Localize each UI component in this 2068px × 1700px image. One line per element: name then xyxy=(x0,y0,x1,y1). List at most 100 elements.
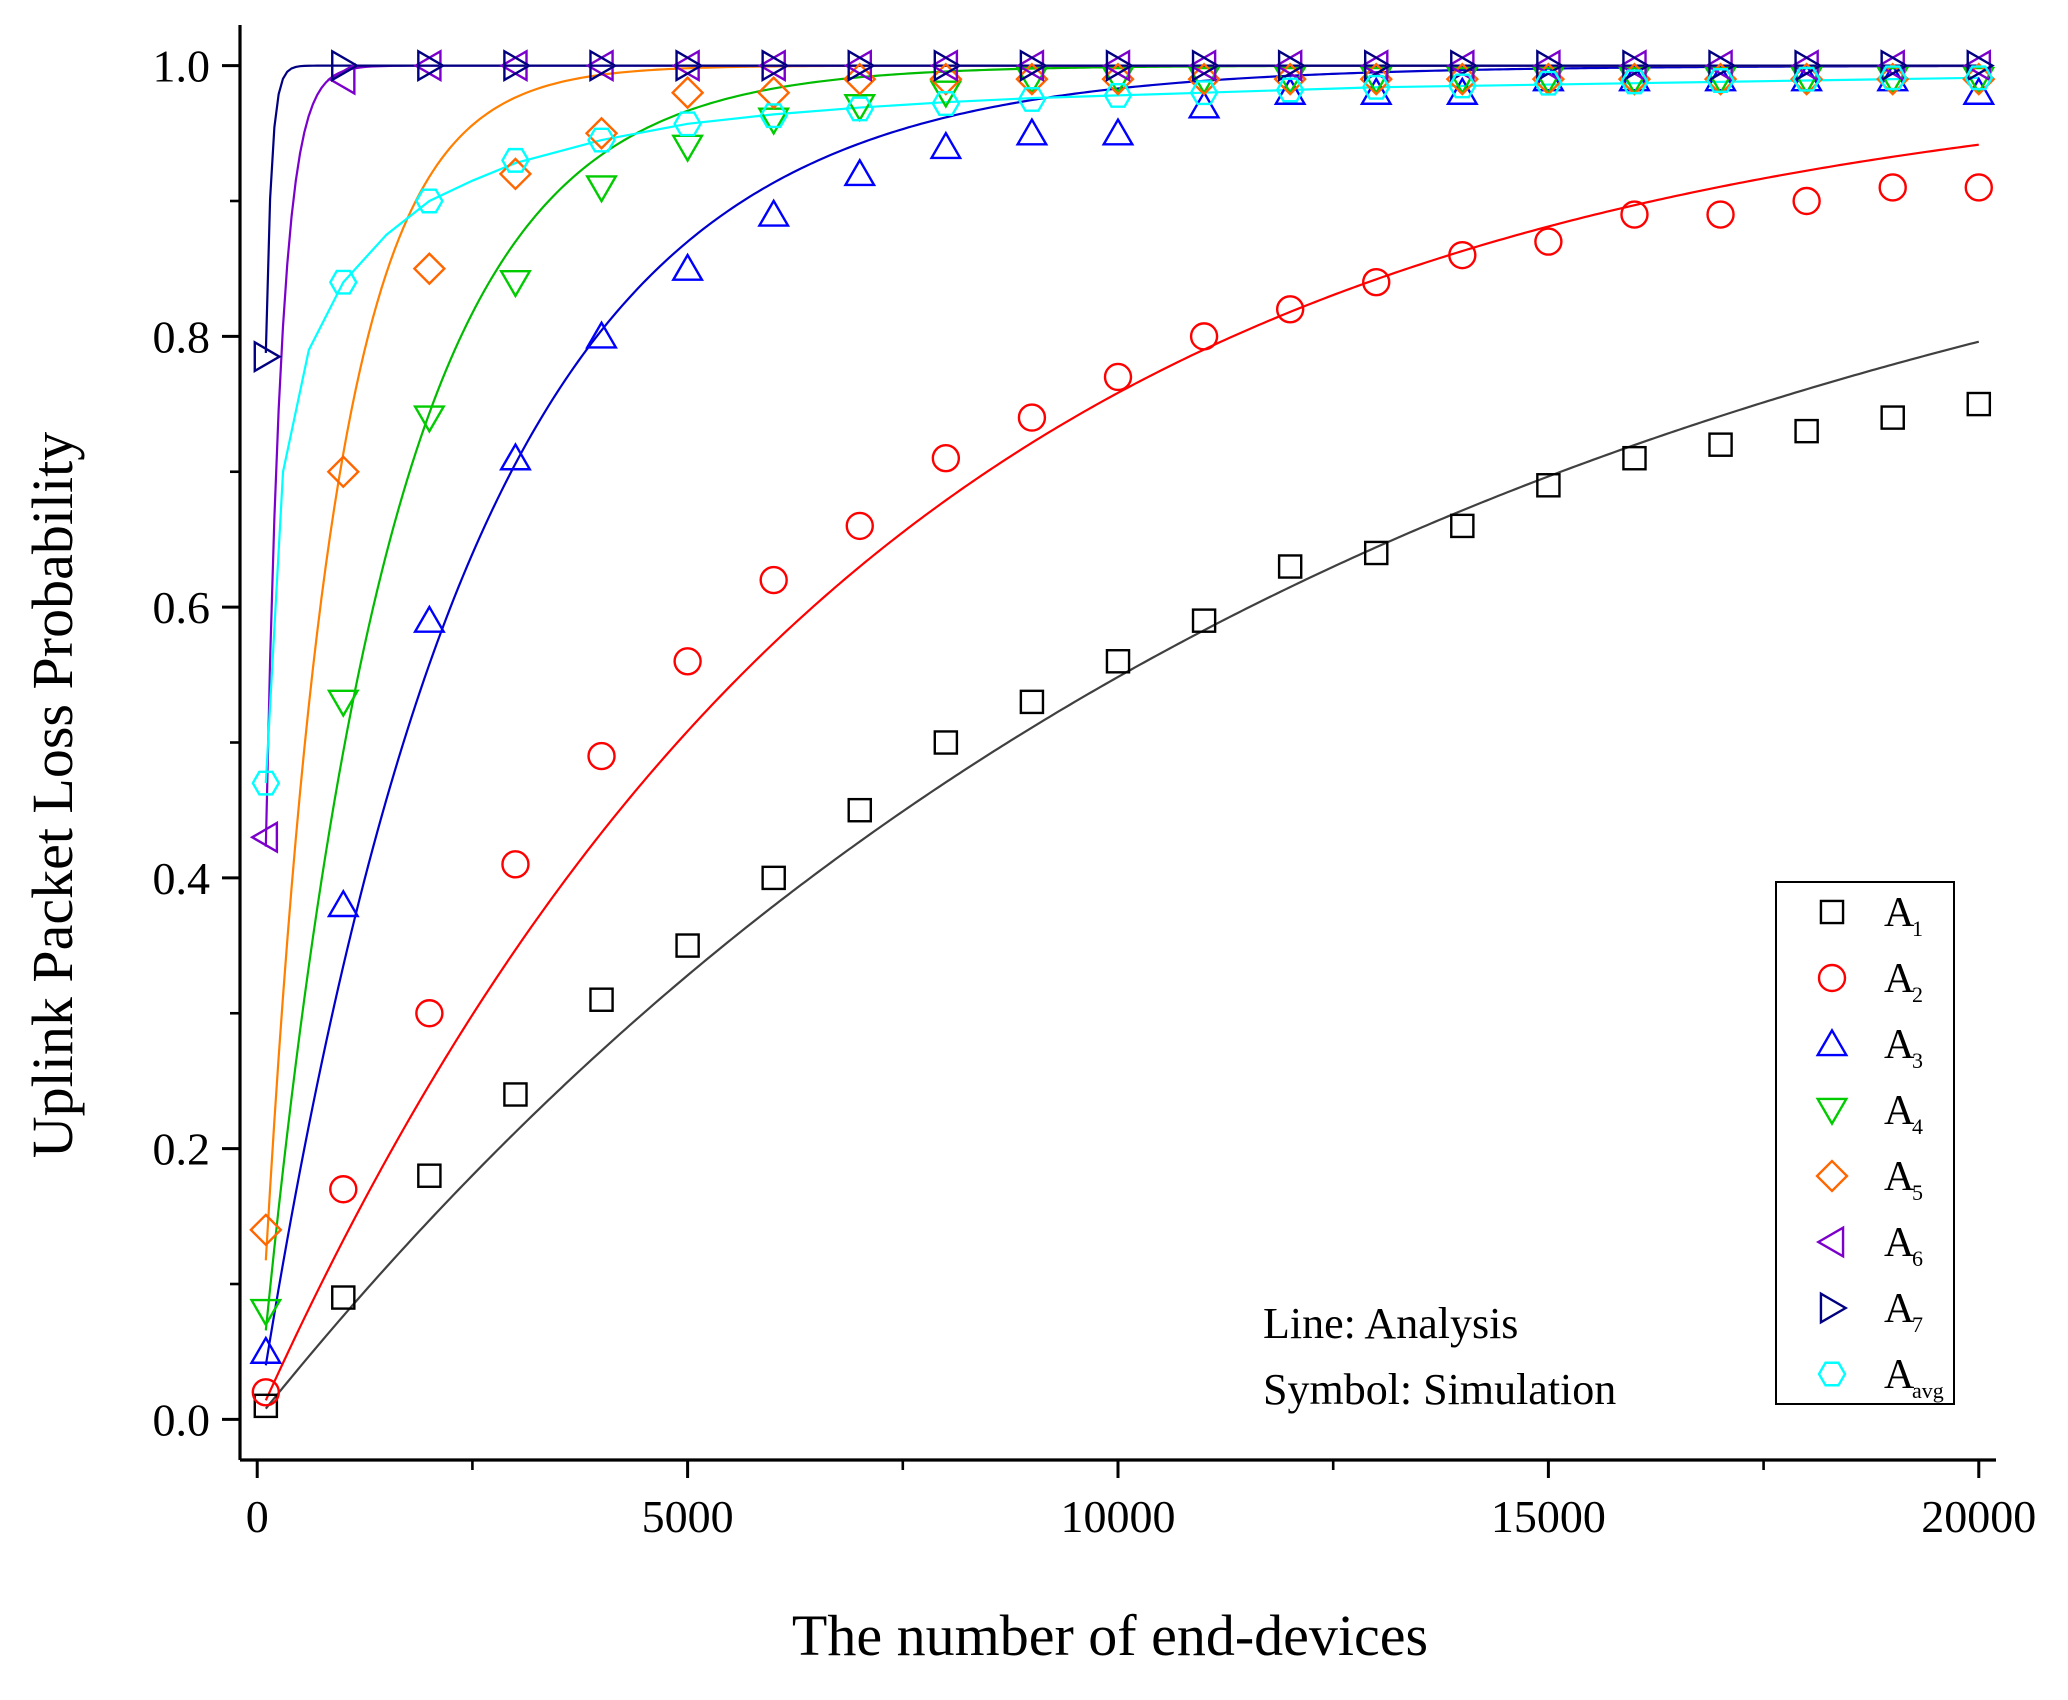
data-point-a3 xyxy=(585,320,618,349)
data-point-a4 xyxy=(1359,66,1393,96)
data-point-a3 xyxy=(499,442,532,471)
data-point-a2 xyxy=(845,511,874,541)
data-point-a2 xyxy=(1362,268,1391,297)
legend-subscript-a4: 4 xyxy=(1912,1114,1923,1139)
data-point-a6 xyxy=(1446,49,1475,82)
legend-label-a5: A xyxy=(1884,1154,1915,1200)
data-point-a5 xyxy=(326,455,360,489)
data-point-a1 xyxy=(675,933,700,958)
legend-marker-a3 xyxy=(1815,1027,1849,1057)
data-point-a2 xyxy=(1275,295,1305,324)
data-point-a1 xyxy=(1966,391,1992,417)
data-point-aavg xyxy=(1706,68,1735,93)
legend-item-a4: A4 xyxy=(1815,1088,1923,1139)
analysis-line-a2 xyxy=(264,143,1979,1401)
data-point-a2 xyxy=(587,741,616,771)
legend-item-a5: A5 xyxy=(1815,1154,1923,1205)
legend-item-a2: A2 xyxy=(1817,956,1923,1007)
data-point-aavg xyxy=(1017,86,1047,112)
data-point-aavg xyxy=(587,127,616,153)
legend-label-a4: A xyxy=(1884,1088,1915,1134)
data-point-a1 xyxy=(761,865,786,891)
data-point-a6 xyxy=(1618,49,1647,82)
data-point-a6 xyxy=(1274,49,1303,82)
data-point-a3 xyxy=(843,157,877,187)
data-point-a6 xyxy=(413,49,442,82)
data-point-a5 xyxy=(757,76,791,110)
data-point-a2 xyxy=(1534,227,1563,256)
data-point-a7 xyxy=(417,49,446,82)
data-point-a2 xyxy=(415,999,444,1028)
legend-subscript-aavg: avg xyxy=(1912,1378,1944,1403)
y-axis-label: Uplink Packet Loss Probability xyxy=(20,432,85,1159)
data-point-a1 xyxy=(933,730,959,755)
data-point-a1 xyxy=(1536,473,1561,498)
annotation-analysis: Line: Analysis xyxy=(1263,1299,1518,1348)
data-point-a1 xyxy=(253,1393,279,1419)
data-point-a7 xyxy=(1019,49,1048,82)
data-point-a1 xyxy=(331,1285,356,1310)
legend-marker-a6 xyxy=(1815,1225,1845,1259)
data-point-a1 xyxy=(1708,432,1733,457)
data-point-a2 xyxy=(1103,362,1133,392)
simulation-points-a4 xyxy=(249,66,1996,1328)
data-point-a3 xyxy=(249,1335,283,1364)
data-point-a2 xyxy=(251,1378,281,1407)
data-point-a4 xyxy=(1101,66,1135,96)
data-point-a2 xyxy=(501,850,530,879)
data-point-a6 xyxy=(327,62,356,96)
legend-marker-a4 xyxy=(1815,1097,1849,1127)
data-point-a7 xyxy=(1191,49,1221,82)
data-point-a7 xyxy=(1105,49,1135,82)
data-point-a6 xyxy=(1360,49,1389,82)
data-point-aavg xyxy=(328,269,358,295)
data-point-a1 xyxy=(847,797,873,823)
data-point-a2 xyxy=(1189,322,1219,351)
data-point-a2 xyxy=(1878,173,1907,202)
data-point-a3 xyxy=(757,198,791,227)
data-point-a7 xyxy=(253,340,282,374)
data-point-a1 xyxy=(1191,608,1217,633)
data-point-a7 xyxy=(331,49,360,82)
data-point-a4 xyxy=(585,175,618,204)
data-point-aavg xyxy=(1792,66,1822,92)
data-point-a1 xyxy=(503,1082,528,1107)
data-point-a1 xyxy=(1880,405,1905,430)
data-point-a3 xyxy=(1445,76,1479,105)
data-point-a3 xyxy=(326,888,360,918)
data-point-aavg xyxy=(414,188,444,214)
data-point-a5 xyxy=(670,76,705,110)
x-tick-label: 10000 xyxy=(1061,1491,1176,1542)
data-point-a7 xyxy=(1363,49,1393,82)
data-point-a7 xyxy=(1794,49,1823,82)
data-point-a6 xyxy=(1704,49,1733,82)
data-point-aavg xyxy=(931,91,961,116)
data-point-a6 xyxy=(1876,49,1905,82)
legend-label-a1: A xyxy=(1884,890,1915,936)
simulation-points-a6 xyxy=(249,49,1992,854)
simulation-points-a1 xyxy=(253,391,1992,1419)
data-point-a7 xyxy=(503,49,532,82)
x-tick-label: 0 xyxy=(246,1491,269,1542)
y-tick-label: 1.0 xyxy=(153,41,211,92)
legend-subscript-a1: 1 xyxy=(1912,916,1923,941)
data-point-a4 xyxy=(1445,66,1479,96)
data-point-a7 xyxy=(1622,49,1651,82)
axes-layer: 0.0 0.2 0.4 0.6 0.8 1.0 0 5000 10000 15000 20000 xyxy=(153,25,2036,1542)
data-point-a5 xyxy=(584,116,619,150)
data-point-a4 xyxy=(1962,66,1996,96)
legend-label-a2: A xyxy=(1884,956,1915,1002)
data-point-a1 xyxy=(1277,554,1303,579)
data-point-a6 xyxy=(843,49,873,82)
data-point-a6 xyxy=(1962,49,1992,82)
y-tick-label: 0.4 xyxy=(153,853,211,904)
data-point-a1 xyxy=(1019,689,1045,715)
data-point-a3 xyxy=(1015,117,1049,146)
data-point-a2 xyxy=(759,565,788,595)
legend-label-a7: A xyxy=(1884,1286,1915,1332)
data-point-aavg xyxy=(1189,80,1219,106)
legend-item-a3: A3 xyxy=(1815,1022,1923,1073)
legend-marker-a7 xyxy=(1819,1291,1849,1325)
